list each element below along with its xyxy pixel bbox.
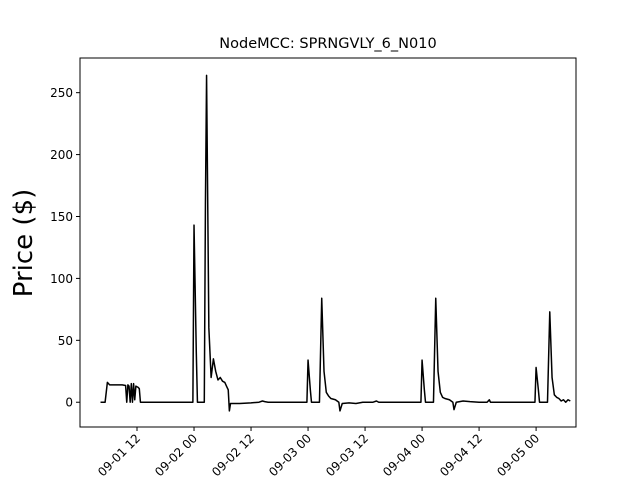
x-tick-label: 09-05 00 xyxy=(494,431,542,479)
x-tick-label: 09-04 00 xyxy=(380,431,428,479)
chart-title: NodeMCC: SPRNGVLY_6_N010 xyxy=(219,36,436,52)
y-tick-label: 250 xyxy=(50,86,73,100)
x-tick-label: 09-02 12 xyxy=(209,431,257,479)
y-tick-label: 200 xyxy=(50,148,73,162)
x-tick-label: 09-03 12 xyxy=(323,431,371,479)
series-line-0 xyxy=(100,74,571,412)
x-tick-label: 09-01 12 xyxy=(95,431,143,479)
y-tick-label: 100 xyxy=(50,272,73,286)
x-tick-label: 09-02 00 xyxy=(152,431,200,479)
x-tick-label: 09-03 00 xyxy=(266,431,314,479)
plot-frame xyxy=(79,57,577,428)
y-axis-label: Price ($) xyxy=(9,189,39,298)
y-tick-label: 50 xyxy=(58,334,73,348)
x-tick-label: 09-04 12 xyxy=(437,431,485,479)
y-tick-label: 0 xyxy=(65,396,73,410)
y-tick-label: 150 xyxy=(50,210,73,224)
